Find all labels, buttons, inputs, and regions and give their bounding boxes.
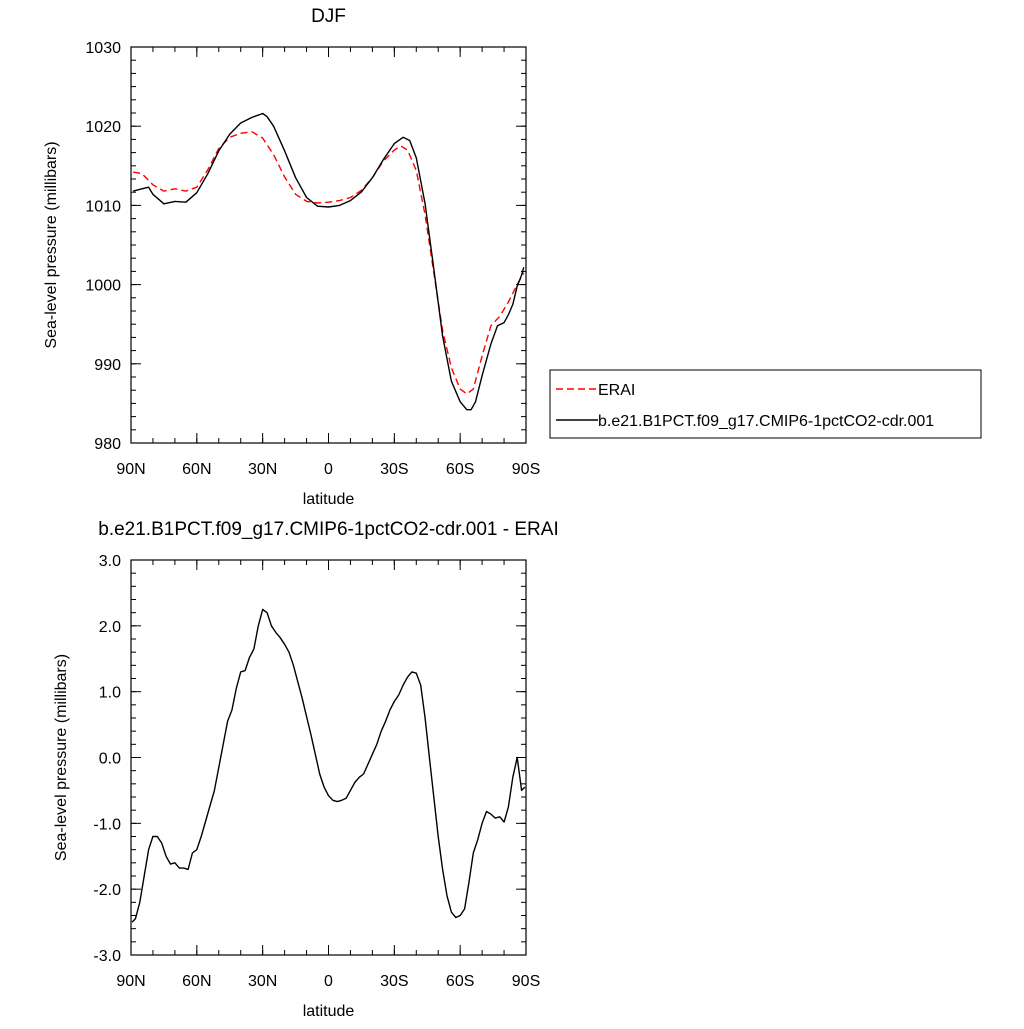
legend-label-erai: ERAI [598,382,635,399]
x-tick-label: 60N [182,461,211,478]
y-tick-label: -3.0 [93,948,121,965]
series-line-model [131,608,526,923]
legend-label-model: b.e21.B1PCT.f09_g17.CMIP6-1pctCO2-cdr.00… [598,413,934,430]
y-axis-label: Sea-level pressure (millibars) [43,141,60,348]
y-tick-label: -1.0 [93,816,121,833]
x-tick-label: 30S [380,461,408,478]
panel-bottom-difference: b.e21.B1PCT.f09_g17.CMIP6-1pctCO2-cdr.00… [53,519,559,1020]
x-tick-label: 30N [248,461,277,478]
series-line-erai [133,130,525,395]
x-tick-label: 90N [116,461,145,478]
chart-title: b.e21.B1PCT.f09_g17.CMIP6-1pctCO2-cdr.00… [98,519,558,540]
x-tick-label: 0 [324,973,333,990]
x-tick-label: 60S [446,461,474,478]
y-tick-label: 3.0 [99,553,121,570]
y-tick-label: 1010 [85,198,121,215]
panel-top-djf: DJF 980 990 1000 1010 1020 1030 90N 60N 30N 0 30S 60… [43,6,982,508]
y-tick-label: 1.0 [99,685,121,702]
x-axis-label: latitude [303,1003,355,1020]
x-tick-label: 0 [324,461,333,478]
x-tick-label: 90N [116,973,145,990]
series-line-model [133,112,525,411]
x-tick-label: 30N [248,973,277,990]
y-tick-label: 990 [94,357,121,374]
x-tick-label: 30S [380,973,408,990]
plot-frame [130,559,527,956]
x-tick-label: 90S [512,973,540,990]
y-tick-label: 1000 [85,278,121,295]
legend: ERAI b.e21.B1PCT.f09_g17.CMIP6-1pctCO2-cd… [549,369,982,439]
x-tick-label: 60N [182,973,211,990]
x-axis-label: latitude [303,491,355,508]
y-axis-label: Sea-level pressure (millibars) [53,654,70,861]
plot-frame [130,46,527,444]
y-tick-label: 980 [94,436,121,453]
y-tick-label: 2.0 [99,619,121,636]
legend-box [549,369,982,439]
x-tick-label: 90S [512,461,540,478]
y-tick-label: 0.0 [99,751,121,768]
y-tick-label: 1020 [85,119,121,136]
y-tick-label: 1030 [85,40,121,57]
y-tick-label: -2.0 [93,882,121,899]
chart-title: DJF [311,6,346,27]
x-tick-label: 60S [446,973,474,990]
